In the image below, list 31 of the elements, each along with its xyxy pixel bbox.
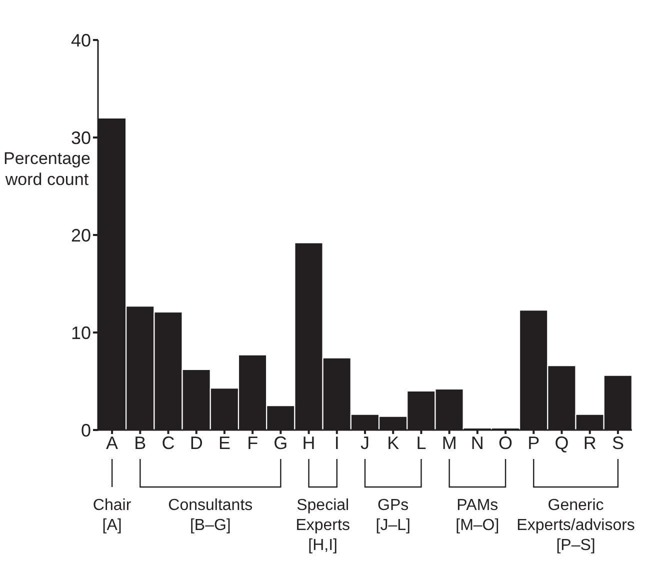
x-tick-label: Q <box>554 432 569 453</box>
x-tick-label: S <box>612 432 624 453</box>
x-tick-label: O <box>498 432 513 453</box>
y-tick-label: 20 <box>70 225 91 246</box>
x-tick-label: M <box>442 432 457 453</box>
x-tick-label: L <box>416 432 426 453</box>
x-tick-label: J <box>360 432 370 453</box>
x-tick-label: N <box>470 432 484 453</box>
y-axis-title: Percentage word count <box>2 148 92 190</box>
x-tick-label: H <box>302 432 316 453</box>
text: Consultants [B–G] <box>168 497 253 534</box>
x-tick-label: G <box>274 432 288 453</box>
x-tick-label: E <box>218 432 230 453</box>
y-tick-label: 40 <box>70 30 91 50</box>
text: PAMs [M–O] <box>456 497 500 534</box>
text: Chair [A] <box>92 497 132 534</box>
x-tick-label: I <box>334 432 340 453</box>
x-tick-label: D <box>190 432 203 453</box>
x-tick-label: A <box>106 432 118 453</box>
x-tick-label: C <box>162 432 175 453</box>
text: GPs [J–L] <box>376 497 410 534</box>
x-tick-label: R <box>583 432 596 453</box>
y-tick-label: 10 <box>70 322 91 343</box>
text: Generic Experts/advisors [P–S] <box>516 497 635 554</box>
y-tick-label: 0 <box>80 420 91 440</box>
y-tick-label: 30 <box>70 128 91 148</box>
x-tick-label: F <box>247 432 258 453</box>
x-tick-label: K <box>387 432 400 453</box>
x-tick-label: B <box>134 432 146 453</box>
x-tick-label: P <box>528 432 540 453</box>
text: Special Experts [H,I] <box>296 497 350 554</box>
